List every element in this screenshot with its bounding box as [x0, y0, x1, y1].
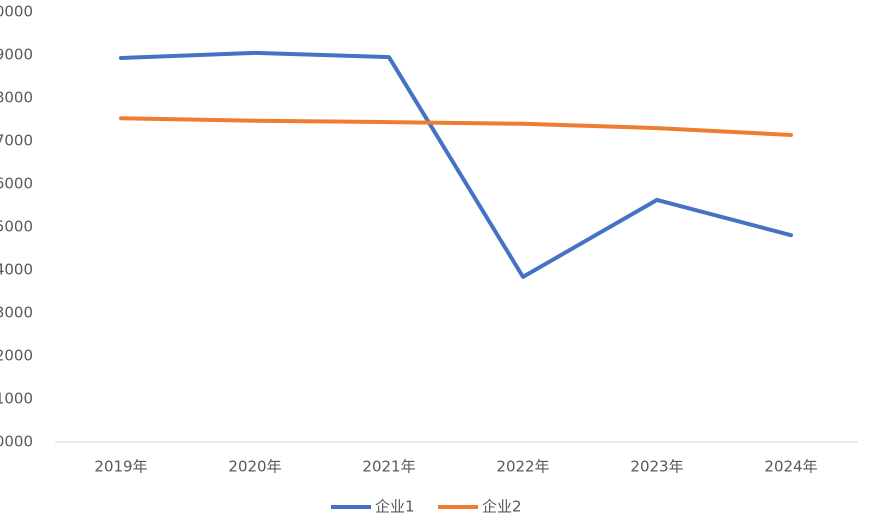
y-tick-label: 13000: [0, 304, 33, 322]
x-tick-label: 2024年: [764, 458, 817, 476]
y-tick-label: 10000: [0, 433, 33, 451]
y-tick-label: 15000: [0, 218, 33, 236]
y-tick-label: 19000: [0, 46, 33, 64]
y-tick-label: 20000: [0, 3, 33, 21]
x-tick-label: 2021年: [362, 458, 415, 476]
y-tick-label: 17000: [0, 132, 33, 150]
y-tick-label: 18000: [0, 89, 33, 107]
x-tick-label: 2023年: [630, 458, 683, 476]
y-tick-label: 11000: [0, 390, 33, 408]
series-line: [119, 50, 793, 279]
legend-label: 企业2: [482, 498, 522, 516]
x-tick-label: 2020年: [228, 458, 281, 476]
series-line: [119, 116, 793, 137]
y-tick-label: 12000: [0, 347, 33, 365]
x-tick-label: 2022年: [496, 458, 549, 476]
y-tick-label: 16000: [0, 175, 33, 193]
x-tick-label: 2019年: [94, 458, 147, 476]
y-tick-label: 14000: [0, 261, 33, 279]
legend-label: 企业1: [375, 498, 415, 516]
